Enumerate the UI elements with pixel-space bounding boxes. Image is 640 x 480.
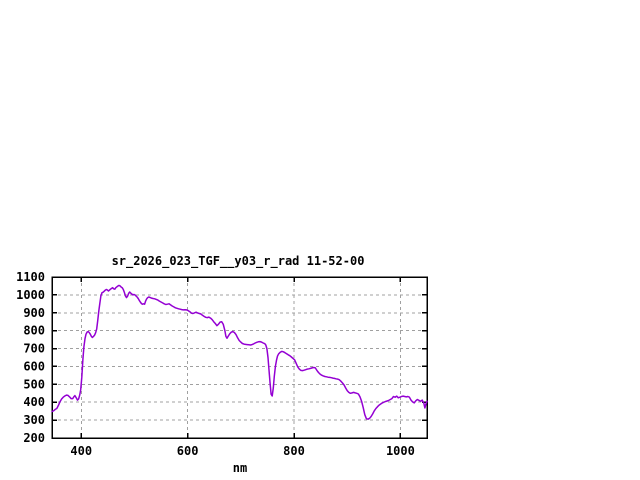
x-axis-labels: 400 600 800 1000 [70, 444, 414, 458]
y-tick-label: 1100 [16, 270, 45, 284]
x-tick-label: 400 [70, 444, 92, 458]
axis-ticks [52, 276, 427, 439]
spectrum-line [51, 284, 428, 420]
x-tick-label: 1000 [386, 444, 415, 458]
y-tick-label: 1000 [16, 288, 45, 302]
y-axis-labels: 200 300 400 500 600 700 800 900 1000 1100 [16, 270, 45, 445]
y-tick-label: 400 [23, 395, 45, 409]
y-tick-label: 500 [23, 377, 45, 391]
chart-title: sr_2026_023_TGF__y03_r_rad 11-52-00 [112, 254, 365, 269]
y-tick-label: 900 [23, 306, 45, 320]
grid-lines [52, 276, 427, 439]
y-tick-label: 600 [23, 359, 45, 373]
y-tick-label: 800 [23, 324, 45, 338]
y-tick-label: 700 [23, 342, 45, 356]
y-tick-label: 300 [23, 413, 45, 427]
y-tick-label: 200 [23, 431, 45, 445]
plot-border [51, 276, 428, 439]
x-tick-label: 600 [177, 444, 199, 458]
x-tick-label: 800 [283, 444, 305, 458]
x-axis-title: nm [233, 461, 247, 475]
